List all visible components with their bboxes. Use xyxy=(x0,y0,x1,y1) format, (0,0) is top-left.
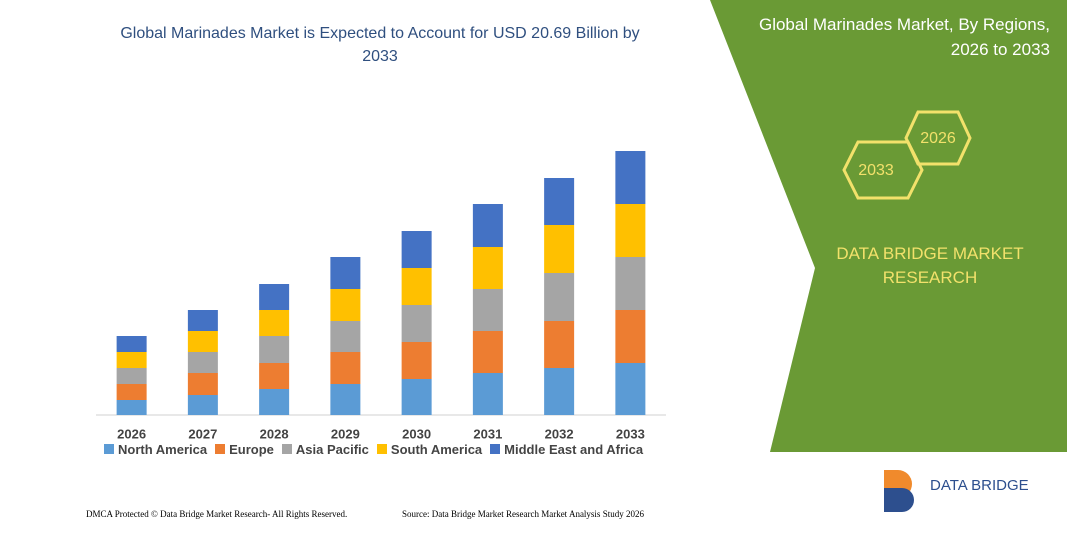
bar-segment xyxy=(472,204,503,247)
bar-segment xyxy=(615,363,646,415)
bar-segment xyxy=(259,284,290,310)
bar-segment xyxy=(401,305,432,342)
legend-label: South America xyxy=(390,442,483,457)
bar-segment xyxy=(187,331,218,352)
legend-label: Europe xyxy=(229,442,274,457)
legend: North America Europe Asia Pacific South Ame… xyxy=(104,442,643,457)
bar-segment xyxy=(615,204,646,257)
sidebar-title: Global Marinades Market, By Regions, 202… xyxy=(758,15,1050,59)
bar-segment xyxy=(544,321,575,368)
footer-left: DMCA Protected © Data Bridge Market Rese… xyxy=(86,509,348,519)
legend-label: Asia Pacific xyxy=(295,442,369,457)
bar-segment xyxy=(615,257,646,310)
hex-label: 2033 xyxy=(858,162,894,179)
sidebar-panel xyxy=(710,0,1067,452)
x-tick-label: 2032 xyxy=(545,426,574,441)
bar-segment xyxy=(259,336,290,363)
bar-segment xyxy=(259,310,290,336)
bar-segment xyxy=(401,268,432,305)
legend-swatch xyxy=(281,444,292,454)
bar-segment xyxy=(259,363,290,389)
bar-segment xyxy=(472,373,503,415)
bar-segment xyxy=(187,373,218,395)
bar-segment xyxy=(401,342,432,379)
bar-segment xyxy=(472,331,503,373)
bar-segment xyxy=(116,352,147,368)
bar-segment xyxy=(116,384,147,400)
legend-swatch xyxy=(104,444,114,454)
bar-segment xyxy=(187,395,218,415)
chart-title: Global Marinades Market is Expected to A… xyxy=(120,25,640,65)
footer-right: Source: Data Bridge Market Research Mark… xyxy=(402,509,644,519)
x-tick-label: 2027 xyxy=(188,426,217,441)
bar-segment xyxy=(116,336,147,352)
bar-segment xyxy=(116,368,147,384)
bar-segment xyxy=(472,247,503,289)
bar-segment xyxy=(401,379,432,415)
bar-segment xyxy=(544,273,575,321)
legend-swatch xyxy=(215,444,226,454)
bar-segment xyxy=(330,321,361,352)
hex-label: 2026 xyxy=(920,130,956,147)
logo-icon xyxy=(884,488,914,512)
x-tick-label: 2026 xyxy=(117,426,146,441)
bar-segment xyxy=(187,352,218,373)
logo-text: DATA BRIDGE xyxy=(930,477,1029,494)
legend-label: North America xyxy=(118,442,208,457)
bar-segment xyxy=(472,289,503,331)
bar-segment xyxy=(116,400,147,415)
bar-segment xyxy=(615,151,646,204)
bar-segment xyxy=(330,352,361,384)
x-tick-label: 2033 xyxy=(616,426,645,441)
bar-segment xyxy=(401,231,432,268)
bar-segment xyxy=(330,257,361,289)
legend-swatch xyxy=(490,444,501,454)
bar-segment xyxy=(330,289,361,321)
hexagon xyxy=(904,110,972,166)
x-tick-label: 2031 xyxy=(473,426,502,441)
bar-segment xyxy=(187,310,218,331)
x-tick-label: 2030 xyxy=(402,426,431,441)
bar-segment xyxy=(544,225,575,273)
brand-text: DATA BRIDGE MARKET RESEARCH xyxy=(836,244,1024,287)
x-tick-label: 2028 xyxy=(260,426,289,441)
bar-segment xyxy=(615,310,646,363)
bar-segment xyxy=(259,389,290,415)
legend-swatch xyxy=(376,444,387,454)
x-tick-label: 2029 xyxy=(331,426,360,441)
bar-segment xyxy=(544,368,575,415)
bar-segment xyxy=(544,178,575,225)
bar-segment xyxy=(330,384,361,415)
legend-label: Middle East and Africa xyxy=(504,442,644,457)
